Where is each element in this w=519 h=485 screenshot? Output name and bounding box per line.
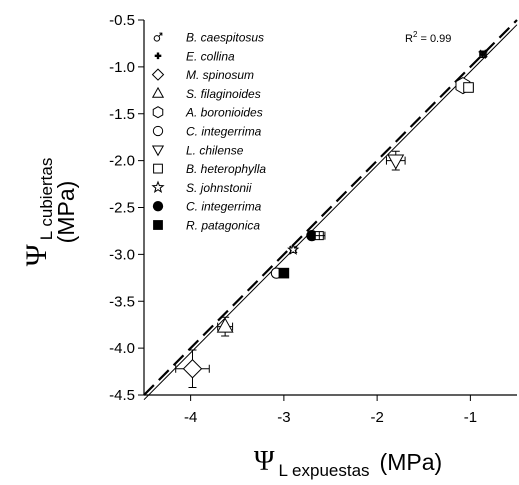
legend-label: B. caespitosus xyxy=(186,31,264,45)
y-axis-symbol: Ψ xyxy=(20,243,53,266)
y-tick-label: -2.0 xyxy=(109,153,135,170)
legend-label: S. filaginoides xyxy=(186,87,261,101)
regression-line xyxy=(143,24,518,401)
y-tick-label: -1.5 xyxy=(109,106,135,123)
data-point xyxy=(287,243,300,255)
y-tick-label: -3.0 xyxy=(109,246,135,263)
y-axis-unit: (MPa) xyxy=(53,181,79,244)
y-tick-label: -3.5 xyxy=(109,293,135,310)
one-to-one-line xyxy=(143,19,518,396)
legend-marker xyxy=(153,32,163,42)
legend-label: S. johnstonii xyxy=(186,181,252,195)
y-tick-label: -1.0 xyxy=(109,59,135,76)
legend-marker xyxy=(153,163,163,174)
x-axis-symbol: Ψ xyxy=(254,446,275,477)
legend-label: A. boronioides xyxy=(185,106,263,120)
legend-marker xyxy=(152,125,164,137)
data-point xyxy=(314,231,324,241)
legend-marker xyxy=(151,180,165,194)
x-axis-subscript: L expuestas xyxy=(279,461,370,480)
legend-label: R. patagonica xyxy=(186,219,260,233)
data-point xyxy=(216,317,234,333)
legend-label: E. collina xyxy=(186,49,235,63)
x-axis-unit: (MPa) xyxy=(380,449,443,475)
y-tick-label: -4.5 xyxy=(109,387,135,404)
x-tick-label: -2 xyxy=(370,409,383,426)
y-axis-subscript: L cubiertas xyxy=(37,158,56,241)
legend-label: M. spinosum xyxy=(186,68,254,82)
x-tick-label: -3 xyxy=(277,409,290,426)
r-squared-annotation: R2 = 0.99 xyxy=(405,30,451,45)
legend-label: C. integerrima xyxy=(186,200,262,214)
legend-marker xyxy=(152,201,164,212)
data-point xyxy=(182,359,203,379)
data-point xyxy=(387,154,405,170)
legend-label: C. integerrima xyxy=(186,125,262,139)
legend-marker xyxy=(151,68,165,81)
legend-marker xyxy=(152,106,164,119)
legend-marker xyxy=(153,220,163,230)
y-axis-label: Ψ L cubiertas xyxy=(20,158,56,267)
data-point xyxy=(479,51,486,58)
legend-marker xyxy=(151,86,165,98)
x-tick-label: -1 xyxy=(464,409,477,426)
y-tick-label: -4.0 xyxy=(109,340,135,357)
data-point xyxy=(278,267,290,279)
data-point xyxy=(463,82,474,93)
legend-label: B. heterophylla xyxy=(186,162,266,176)
x-axis-label: Ψ L expuestas (MPa) xyxy=(254,446,442,480)
legend-label: L. chilense xyxy=(186,143,244,157)
x-tick-label: -4 xyxy=(184,409,197,426)
y-tick-label: -2.5 xyxy=(109,200,135,217)
legend-marker xyxy=(154,52,162,60)
legend-marker xyxy=(151,145,165,157)
y-tick-label: -0.5 xyxy=(109,12,135,29)
